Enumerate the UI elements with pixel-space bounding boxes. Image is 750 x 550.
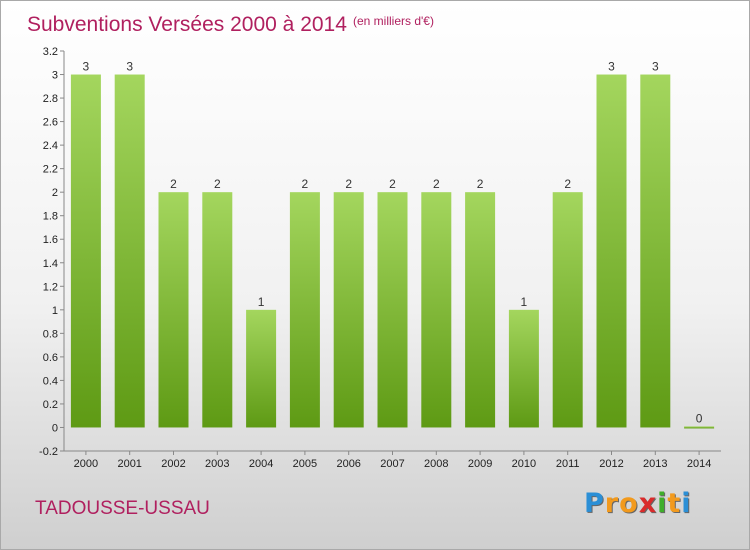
bar-value-label: 3 bbox=[126, 60, 133, 74]
x-tick-label: 2011 bbox=[556, 458, 580, 470]
y-tick-label: 1.4 bbox=[43, 258, 58, 270]
bar-value-label: 0 bbox=[696, 411, 703, 425]
bar-2009 bbox=[465, 192, 496, 428]
y-ticks: -0.2 0 0.2 0.4 0.6 0.8 1 1.2 1.4 1.6 1.8 2 2.2 2.4 2.6… bbox=[39, 46, 64, 458]
bar-value-label: 3 bbox=[608, 60, 615, 74]
bar-2012 bbox=[596, 74, 627, 428]
x-tick-label: 2003 bbox=[205, 458, 229, 470]
bar-value-label: 2 bbox=[477, 177, 484, 191]
logo-letter: t bbox=[667, 488, 682, 519]
logo-letter: P bbox=[584, 488, 605, 519]
x-tick-label: 2010 bbox=[512, 458, 536, 470]
bar-value-label: 2 bbox=[345, 177, 352, 191]
y-tick-label: 2.2 bbox=[43, 164, 58, 176]
bar-2007 bbox=[377, 192, 408, 428]
y-tick-label: 1 bbox=[52, 305, 58, 317]
y-tick-label: 2.4 bbox=[43, 140, 58, 152]
bar-2005 bbox=[289, 192, 320, 428]
y-tick-label: 1.6 bbox=[43, 234, 58, 246]
place-name: TADOUSSE-USSAU bbox=[35, 498, 210, 519]
bar-value-label: 2 bbox=[214, 177, 221, 191]
bar-2010 bbox=[508, 309, 539, 428]
chart-title: Subventions Versées 2000 à 2014 bbox=[27, 13, 347, 36]
bar-2001 bbox=[114, 74, 145, 428]
bar-value-label: 3 bbox=[83, 60, 90, 74]
x-tick-label: 2009 bbox=[468, 458, 492, 470]
logo-letter: i bbox=[657, 488, 668, 519]
x-tick-labels: 2000 2001 2002 2003 2004 2005 2006 2007 2008 2009… bbox=[74, 451, 711, 470]
x-tick-label: 2007 bbox=[380, 458, 404, 470]
logo-letter: r bbox=[604, 488, 620, 519]
y-tick-label: 2.8 bbox=[43, 93, 58, 105]
bar-2004 bbox=[246, 309, 277, 428]
x-tick-label: 2008 bbox=[424, 458, 448, 470]
bar-value-label: 1 bbox=[521, 295, 528, 309]
y-tick-label: 0.2 bbox=[43, 399, 58, 411]
y-tick-label: 3.2 bbox=[43, 46, 58, 58]
y-tick-label: 2.6 bbox=[43, 117, 58, 129]
y-tick-label: -0.2 bbox=[39, 446, 58, 458]
x-tick-label: 2000 bbox=[74, 458, 98, 470]
bar-2008 bbox=[421, 192, 452, 428]
y-tick-label: 3 bbox=[52, 70, 58, 82]
x-tick-label: 2004 bbox=[249, 458, 273, 470]
y-tick-label: 0 bbox=[52, 422, 58, 434]
y-tick-label: 0.8 bbox=[43, 328, 58, 340]
x-tick-label: 2014 bbox=[687, 458, 711, 470]
bar-value-label: 2 bbox=[302, 177, 309, 191]
y-tick-label: 0.6 bbox=[43, 352, 58, 364]
bar-value-label: 2 bbox=[170, 177, 177, 191]
y-tick-label: 0.4 bbox=[43, 375, 58, 387]
bar-value-label: 2 bbox=[389, 177, 396, 191]
bar-2014 bbox=[684, 426, 715, 429]
x-tick-label: 2006 bbox=[336, 458, 360, 470]
bar-2006 bbox=[333, 192, 364, 428]
x-tick-label: 2005 bbox=[293, 458, 317, 470]
bar-value-label: 1 bbox=[258, 295, 265, 309]
y-tick-label: 1.2 bbox=[43, 281, 58, 293]
bar-2000 bbox=[70, 74, 101, 428]
chart-subtitle: (en milliers d'€) bbox=[353, 14, 434, 28]
logo-letter: i bbox=[681, 488, 692, 519]
bar-2013 bbox=[640, 74, 671, 428]
logo-letter: o bbox=[619, 488, 639, 519]
bar-value-label: 2 bbox=[433, 177, 440, 191]
bar-2011 bbox=[552, 192, 583, 428]
y-tick-label: 2 bbox=[52, 187, 58, 199]
bar-value-label: 3 bbox=[652, 60, 659, 74]
proxiti-logo: Proxiti bbox=[584, 488, 692, 519]
bar-2003 bbox=[202, 192, 233, 428]
x-tick-label: 2002 bbox=[161, 458, 185, 470]
logo-letter: x bbox=[638, 488, 658, 519]
x-tick-label: 2012 bbox=[599, 458, 623, 470]
x-tick-label: 2001 bbox=[117, 458, 141, 470]
bar-value-label: 2 bbox=[564, 177, 571, 191]
bars: 3 3 2 2 1 2 2 2 2 2 1 2 3 3 0 bbox=[70, 60, 715, 429]
x-tick-label: 2013 bbox=[643, 458, 667, 470]
bar-2002 bbox=[158, 192, 189, 428]
y-tick-label: 1.8 bbox=[43, 211, 58, 223]
